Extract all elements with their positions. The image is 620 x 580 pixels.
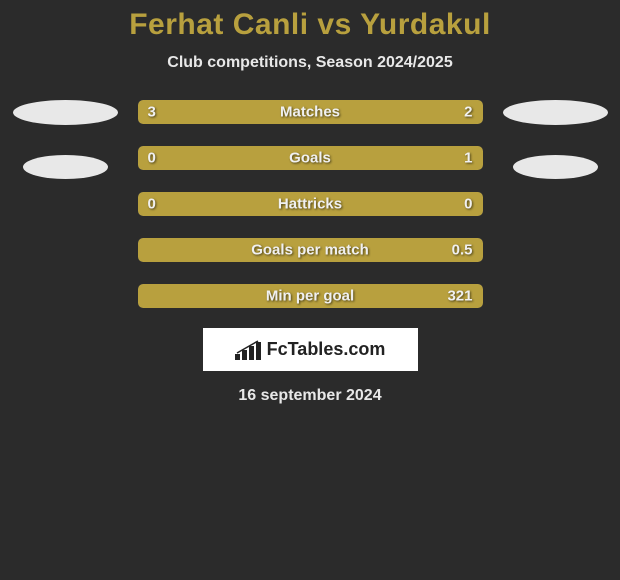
stats-area: 3 Matches 2 0 Goals 1 0 Hattricks 0 Goals per mat… [0, 100, 620, 308]
subtitle: Club competitions, Season 2024/2025 [0, 54, 620, 72]
logo-text: FcTables.com [267, 339, 386, 360]
stat-label: Goals [289, 150, 331, 167]
stat-label: Min per goal [266, 288, 354, 305]
bar-right-fill [207, 146, 483, 170]
stat-row: 3 Matches 2 [138, 100, 483, 124]
stat-row: 0 Hattricks 0 [138, 192, 483, 216]
stat-bars-column: 3 Matches 2 0 Goals 1 0 Hattricks 0 Goals per mat… [138, 100, 483, 308]
comparison-widget: Ferhat Canli vs Yurdakul Club competitio… [0, 0, 620, 405]
stat-value-right: 0.5 [452, 242, 473, 259]
fctables-logo[interactable]: FcTables.com [203, 328, 418, 371]
bar-right-fill [345, 100, 483, 124]
left-ellipse-column [13, 100, 118, 179]
stat-value-left: 0 [148, 150, 156, 167]
stat-row: 0 Goals 1 [138, 146, 483, 170]
stat-value-right: 1 [464, 150, 472, 167]
right-ellipse-column [503, 100, 608, 179]
stat-value-right: 0 [464, 196, 472, 213]
stat-row: Min per goal 321 [138, 284, 483, 308]
stat-value-right: 2 [464, 104, 472, 121]
player-right-ellipse [503, 100, 608, 125]
stat-row: Goals per match 0.5 [138, 238, 483, 262]
stat-value-left: 0 [148, 196, 156, 213]
player-left-ellipse [23, 155, 108, 179]
page-title: Ferhat Canli vs Yurdakul [0, 8, 620, 42]
player-right-ellipse [513, 155, 598, 179]
chart-icon [235, 340, 263, 360]
stat-label: Hattricks [278, 196, 342, 213]
player-left-ellipse [13, 100, 118, 125]
stat-value-right: 321 [447, 288, 472, 305]
stat-label: Matches [280, 104, 340, 121]
stat-value-left: 3 [148, 104, 156, 121]
stat-label: Goals per match [251, 242, 369, 259]
date-text: 16 september 2024 [0, 387, 620, 405]
